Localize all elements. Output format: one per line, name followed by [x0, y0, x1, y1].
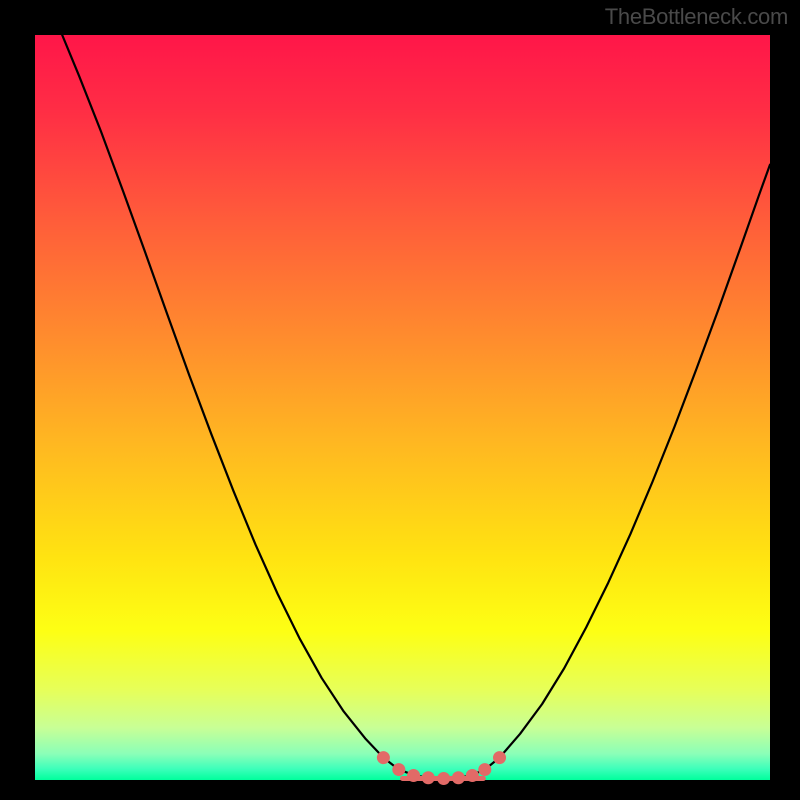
- optimal-marker: [493, 751, 506, 764]
- bottleneck-curve-chart: [0, 0, 800, 800]
- optimal-marker: [407, 769, 420, 782]
- chart-background: [35, 35, 770, 780]
- optimal-marker: [478, 763, 491, 776]
- optimal-marker: [377, 751, 390, 764]
- optimal-marker: [466, 769, 479, 782]
- attribution-text: TheBottleneck.com: [605, 4, 788, 30]
- optimal-marker: [392, 763, 405, 776]
- optimal-marker: [422, 771, 435, 784]
- optimal-marker: [452, 771, 465, 784]
- optimal-marker: [437, 772, 450, 785]
